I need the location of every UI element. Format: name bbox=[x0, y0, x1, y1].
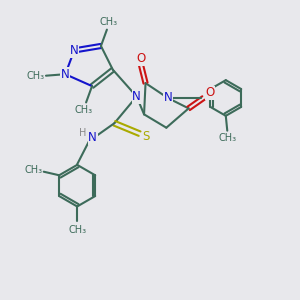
Text: N: N bbox=[61, 68, 70, 81]
Text: CH₃: CH₃ bbox=[99, 16, 118, 27]
Text: CH₃: CH₃ bbox=[74, 106, 92, 116]
Text: N: N bbox=[164, 92, 172, 104]
Text: H: H bbox=[79, 128, 86, 138]
Text: CH₃: CH₃ bbox=[218, 133, 236, 143]
Text: N: N bbox=[88, 131, 97, 144]
Text: O: O bbox=[206, 86, 215, 99]
Text: N: N bbox=[70, 44, 79, 57]
Text: S: S bbox=[142, 130, 150, 143]
Text: CH₃: CH₃ bbox=[25, 165, 43, 175]
Text: CH₃: CH₃ bbox=[68, 225, 86, 235]
Text: CH₃: CH₃ bbox=[26, 71, 45, 81]
Text: O: O bbox=[136, 52, 146, 65]
Text: N: N bbox=[132, 90, 141, 103]
